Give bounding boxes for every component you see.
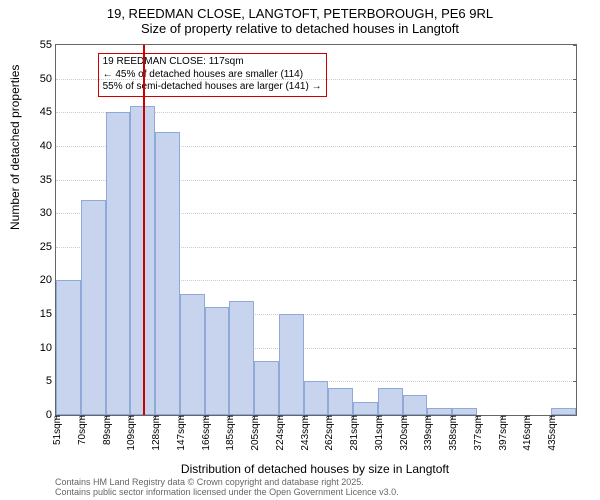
histogram-bar bbox=[427, 408, 452, 415]
chart-container: 19, REEDMAN CLOSE, LANGTOFT, PETERBOROUG… bbox=[0, 0, 600, 500]
title-line1: 19, REEDMAN CLOSE, LANGTOFT, PETERBOROUG… bbox=[0, 0, 600, 21]
ytick-mark bbox=[573, 146, 577, 147]
xtick-label: 89sqm bbox=[99, 415, 113, 445]
histogram-bar bbox=[56, 280, 81, 415]
ytick-mark bbox=[573, 415, 577, 416]
xtick-label: 147sqm bbox=[173, 415, 187, 451]
xtick-label: 166sqm bbox=[198, 415, 212, 451]
histogram-bar bbox=[328, 388, 353, 415]
ytick-label: 5 bbox=[46, 375, 56, 387]
gridline bbox=[56, 79, 576, 80]
xtick-label: 205sqm bbox=[247, 415, 261, 451]
ytick-mark bbox=[573, 314, 577, 315]
ytick-mark bbox=[573, 348, 577, 349]
y-axis-label: Number of detached properties bbox=[8, 65, 22, 230]
xtick-label: 320sqm bbox=[396, 415, 410, 451]
title-line2: Size of property relative to detached ho… bbox=[0, 21, 600, 36]
histogram-bar bbox=[551, 408, 576, 415]
footer-line2: Contains public sector information licen… bbox=[55, 488, 399, 498]
ytick-mark bbox=[573, 381, 577, 382]
histogram-bar bbox=[254, 361, 279, 415]
annotation-box: 19 REEDMAN CLOSE: 117sqm ← 45% of detach… bbox=[98, 53, 327, 97]
histogram-bar bbox=[353, 402, 378, 415]
histogram-bar bbox=[106, 112, 131, 415]
xtick-label: 301sqm bbox=[371, 415, 385, 451]
histogram-bar bbox=[180, 294, 205, 415]
xtick-label: 109sqm bbox=[123, 415, 137, 451]
annotation-line3: 55% of semi-detached houses are larger (… bbox=[103, 81, 322, 94]
ytick-label: 40 bbox=[40, 140, 56, 152]
xtick-label: 243sqm bbox=[297, 415, 311, 451]
histogram-bar bbox=[279, 314, 304, 415]
ytick-mark bbox=[573, 213, 577, 214]
xtick-label: 339sqm bbox=[420, 415, 434, 451]
footer: Contains HM Land Registry data © Crown c… bbox=[55, 478, 399, 498]
ytick-label: 55 bbox=[40, 39, 56, 51]
x-axis-label: Distribution of detached houses by size … bbox=[55, 462, 575, 476]
histogram-bar bbox=[304, 381, 329, 415]
ytick-mark bbox=[573, 79, 577, 80]
ytick-mark bbox=[573, 280, 577, 281]
xtick-label: 358sqm bbox=[445, 415, 459, 451]
histogram-bar bbox=[155, 132, 180, 415]
ytick-mark bbox=[573, 112, 577, 113]
histogram-bar bbox=[205, 307, 230, 415]
ytick-label: 15 bbox=[40, 308, 56, 320]
property-marker-line bbox=[143, 45, 145, 415]
xtick-label: 185sqm bbox=[222, 415, 236, 451]
xtick-label: 51sqm bbox=[49, 415, 63, 445]
histogram-bar bbox=[403, 395, 428, 415]
xtick-label: 70sqm bbox=[74, 415, 88, 445]
xtick-label: 262sqm bbox=[321, 415, 335, 451]
ytick-label: 50 bbox=[40, 73, 56, 85]
ytick-label: 35 bbox=[40, 174, 56, 186]
ytick-mark bbox=[573, 247, 577, 248]
xtick-label: 397sqm bbox=[495, 415, 509, 451]
histogram-bar bbox=[229, 301, 254, 415]
ytick-label: 25 bbox=[40, 241, 56, 253]
xtick-label: 377sqm bbox=[470, 415, 484, 451]
ytick-mark bbox=[573, 45, 577, 46]
annotation-line1: 19 REEDMAN CLOSE: 117sqm bbox=[103, 56, 322, 69]
xtick-label: 435sqm bbox=[544, 415, 558, 451]
xtick-label: 281sqm bbox=[346, 415, 360, 451]
ytick-label: 30 bbox=[40, 207, 56, 219]
histogram-bar bbox=[452, 408, 477, 415]
plot-area: 19 REEDMAN CLOSE: 117sqm ← 45% of detach… bbox=[55, 44, 577, 416]
histogram-bar bbox=[378, 388, 403, 415]
xtick-label: 128sqm bbox=[148, 415, 162, 451]
ytick-mark bbox=[573, 180, 577, 181]
histogram-bar bbox=[81, 200, 106, 415]
ytick-label: 45 bbox=[40, 106, 56, 118]
ytick-label: 10 bbox=[40, 342, 56, 354]
xtick-label: 224sqm bbox=[272, 415, 286, 451]
ytick-label: 20 bbox=[40, 274, 56, 286]
xtick-label: 416sqm bbox=[519, 415, 533, 451]
